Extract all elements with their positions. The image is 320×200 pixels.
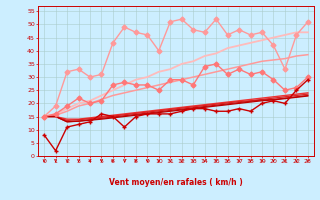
X-axis label: Vent moyen/en rafales ( km/h ): Vent moyen/en rafales ( km/h ) [109, 178, 243, 187]
